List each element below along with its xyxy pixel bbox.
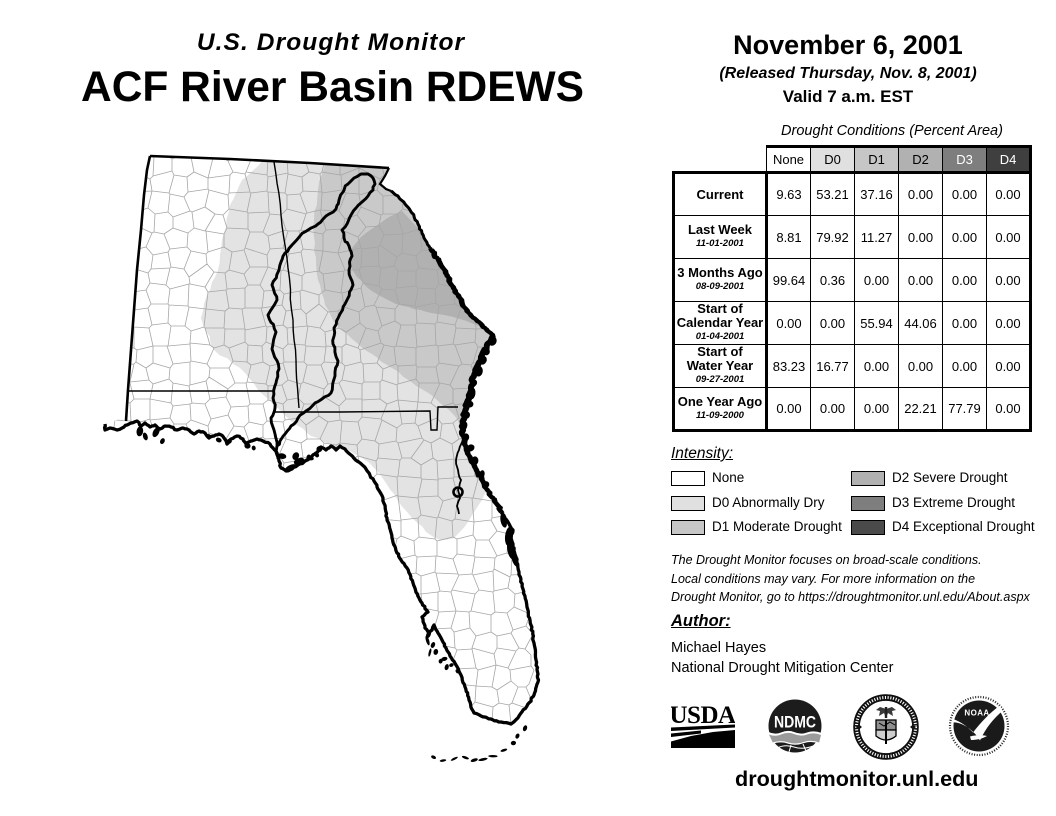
- svg-text:USDA: USDA: [671, 702, 735, 729]
- svg-text:NDMC: NDMC: [774, 713, 816, 732]
- svg-text:NOAA: NOAA: [964, 709, 989, 718]
